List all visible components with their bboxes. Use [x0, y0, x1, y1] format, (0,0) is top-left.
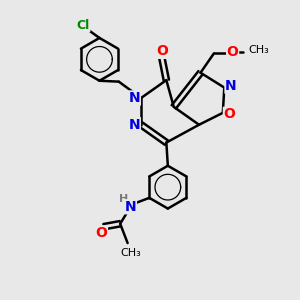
Text: Cl: Cl: [76, 19, 90, 32]
Text: N: N: [225, 79, 237, 93]
Text: H: H: [119, 194, 128, 204]
Text: O: O: [95, 226, 107, 240]
Text: O: O: [156, 44, 168, 58]
Text: CH₃: CH₃: [248, 45, 269, 55]
Text: N: N: [129, 91, 140, 105]
Text: O: O: [227, 45, 239, 59]
Text: N: N: [129, 118, 140, 132]
Text: CH₃: CH₃: [120, 248, 141, 258]
Text: N: N: [125, 200, 136, 214]
Text: O: O: [224, 107, 235, 121]
